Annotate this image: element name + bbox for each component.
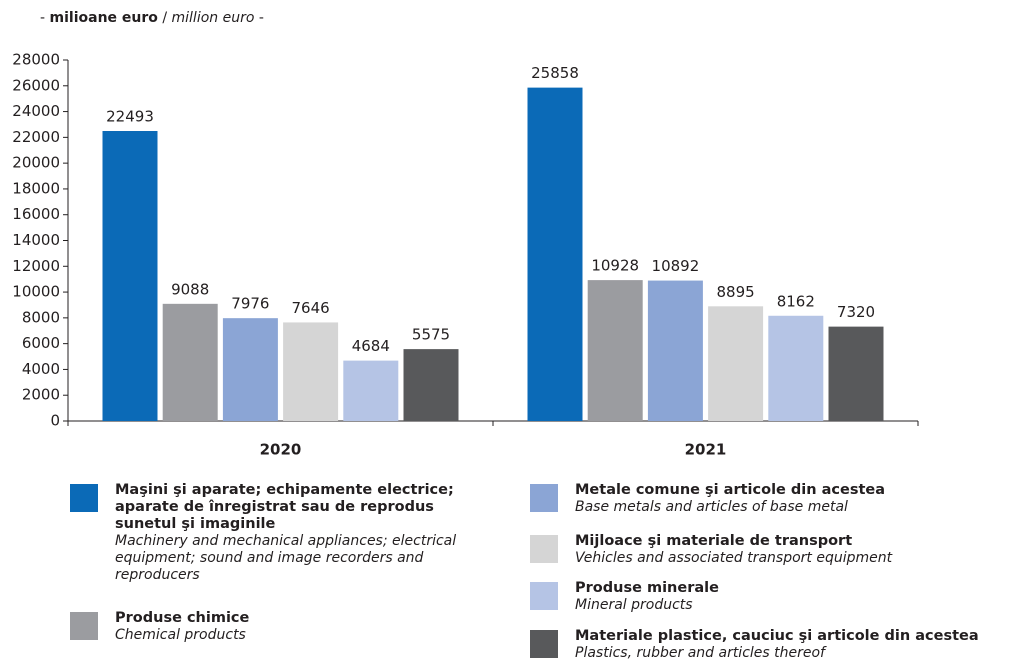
bar [343, 360, 399, 421]
legend-text: Mijloace şi materiale de transport Vehicl… [575, 533, 1010, 567]
unit-en: million euro [171, 10, 255, 26]
bar [768, 315, 824, 421]
unit-label: - milioane euro / million euro - [40, 10, 264, 26]
y-tick-label: 4000 [22, 360, 60, 378]
legend-item: Materiale plastice, cauciuc şi articole … [530, 628, 1010, 662]
y-tick-label: 8000 [22, 308, 60, 326]
bar [162, 303, 218, 421]
bar [647, 280, 703, 421]
legend-text: Produse chimice Chemical products [115, 610, 485, 644]
y-tick-label: 18000 [12, 179, 60, 197]
bar [283, 322, 339, 421]
bar [102, 131, 158, 421]
legend-item: Produse minerale Mineral products [530, 580, 1010, 614]
legend-text: Materiale plastice, cauciuc şi articole … [575, 628, 1010, 662]
value-label: 9088 [171, 280, 209, 298]
value-label: 10928 [591, 257, 639, 275]
x-tick-label: 2020 [260, 441, 302, 459]
legend-name-en: Machinery and mechanical appliances; ele… [115, 533, 457, 583]
y-tick-label: 28000 [12, 51, 60, 69]
y-tick-label: 14000 [12, 231, 60, 249]
unit-prefix: - [40, 10, 50, 26]
y-tick-label: 10000 [12, 283, 60, 301]
value-label: 5575 [412, 326, 450, 344]
value-label: 7976 [231, 295, 269, 313]
unit-suffix: - [254, 10, 264, 26]
legend-item: Maşini şi aparate; echipamente electrice… [70, 482, 485, 584]
legend-item: Metale comune şi articole din acestea Bas… [530, 482, 1010, 516]
legend-name: Produse minerale [575, 580, 719, 596]
value-label: 8162 [777, 292, 815, 310]
legend-text: Metale comune şi articole din acestea Bas… [575, 482, 1010, 516]
value-label: 7320 [837, 303, 875, 321]
y-tick-label: 20000 [12, 154, 60, 172]
legend-swatch [70, 612, 98, 640]
value-label: 8895 [717, 283, 755, 301]
y-tick-label: 24000 [12, 102, 60, 120]
legend-swatch [70, 484, 98, 512]
value-label: 10892 [652, 257, 700, 275]
y-tick-label: 6000 [22, 334, 60, 352]
legend-name-en: Vehicles and associated transport equipm… [575, 550, 893, 566]
value-label: 4684 [352, 337, 390, 355]
legend-item: Produse chimice Chemical products [70, 610, 485, 644]
legend-swatch [530, 630, 558, 658]
bar [587, 280, 643, 421]
legend-name-en: Mineral products [575, 597, 693, 613]
legend-name: Produse chimice [115, 610, 250, 626]
legend-name: Maşini şi aparate; echipamente electrice… [115, 482, 454, 532]
legend-text: Produse minerale Mineral products [575, 580, 1010, 614]
legend-name: Mijloace şi materiale de transport [575, 533, 853, 549]
y-tick-label: 12000 [12, 257, 60, 275]
value-label: 22493 [106, 108, 154, 126]
bar [828, 326, 884, 421]
legend-name: Materiale plastice, cauciuc şi articole … [575, 628, 979, 644]
y-tick-label: 26000 [12, 76, 60, 94]
legend-name-en: Chemical products [115, 627, 246, 643]
value-label: 7646 [292, 299, 330, 317]
legend-swatch [530, 582, 558, 610]
legend-name-en: Base metals and articles of base metal [575, 499, 848, 515]
legend-name: Metale comune şi articole din acestea [575, 482, 886, 498]
legend-item: Mijloace şi materiale de transport Vehicl… [530, 533, 1010, 567]
value-label: 25858 [531, 64, 579, 82]
y-tick-label: 22000 [12, 128, 60, 146]
bar [222, 318, 278, 421]
y-tick-label: 0 [50, 412, 60, 430]
unit-ro: milioane euro [49, 10, 158, 26]
bar [708, 306, 764, 421]
bar [527, 87, 583, 421]
bar [403, 349, 459, 421]
x-tick-label: 2021 [685, 441, 727, 459]
legend-swatch [530, 484, 558, 512]
legend-swatch [530, 535, 558, 563]
legend-text: Maşini şi aparate; echipamente electrice… [115, 482, 485, 584]
legend-name-en: Plastics, rubber and articles thereof [575, 645, 825, 661]
y-tick-label: 2000 [22, 386, 60, 404]
y-tick-label: 16000 [12, 205, 60, 223]
unit-sep: / [157, 10, 172, 26]
